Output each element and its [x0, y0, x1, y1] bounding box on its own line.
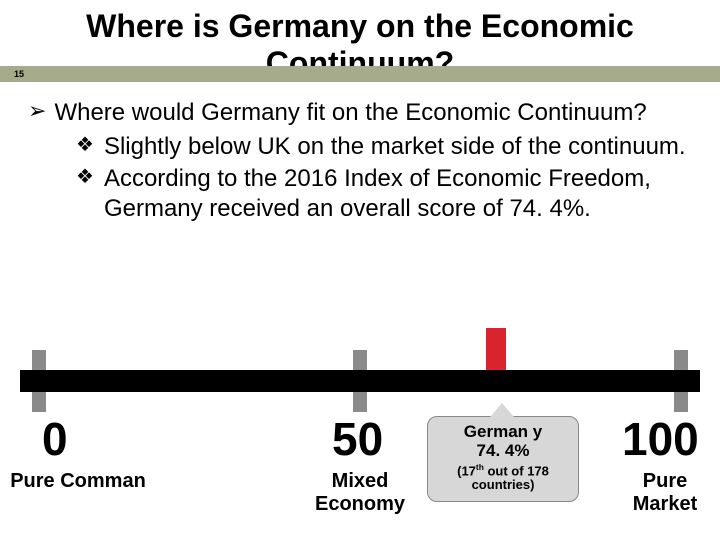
title-area: Where is Germany on the Economic Continu…	[0, 0, 720, 82]
rank-suffix: out of 178 countries)	[472, 463, 549, 492]
diamond-bullet-icon: ❖	[76, 164, 94, 190]
bullet-level2: ❖ Slightly below UK on the market side o…	[76, 132, 692, 162]
label-pure-command: Pure Comman	[8, 470, 148, 493]
germany-callout: German y 74. 4% (17th out of 178 countri…	[427, 416, 579, 502]
continuum-line	[20, 370, 700, 392]
arrow-bullet-icon: ➢	[28, 98, 46, 124]
callout-percent: 74. 4%	[434, 441, 572, 461]
label-mixed-economy: Mixed Economy	[300, 470, 420, 516]
bullet1-text: Where would Germany fit on the Economic …	[54, 98, 646, 128]
rank-ordinal: th	[476, 462, 484, 472]
slide-number: 15	[14, 69, 24, 79]
sub2-text: According to the 2016 Index of Economic …	[104, 164, 692, 224]
bullet-level1: ➢ Where would Germany fit on the Economi…	[28, 98, 692, 128]
label-pure-market: Pure Market	[610, 470, 720, 516]
sub1-text: Slightly below UK on the market side of …	[104, 132, 686, 162]
diamond-bullet-icon: ❖	[76, 132, 94, 158]
callout-rank: (17th out of 178 countries)	[434, 463, 572, 493]
economic-continuum: 0 50 100 Pure Comman Mixed Economy Pure …	[0, 310, 720, 540]
bullet-level2: ❖ According to the 2016 Index of Economi…	[76, 164, 692, 224]
content-body: ➢ Where would Germany fit on the Economi…	[0, 82, 720, 224]
scale-0: 0	[42, 412, 68, 466]
scale-100: 100	[622, 412, 699, 466]
scale-50: 50	[332, 412, 383, 466]
callout-country: German y	[434, 423, 572, 441]
accent-bar	[0, 66, 720, 82]
rank-prefix: (17	[457, 463, 476, 478]
